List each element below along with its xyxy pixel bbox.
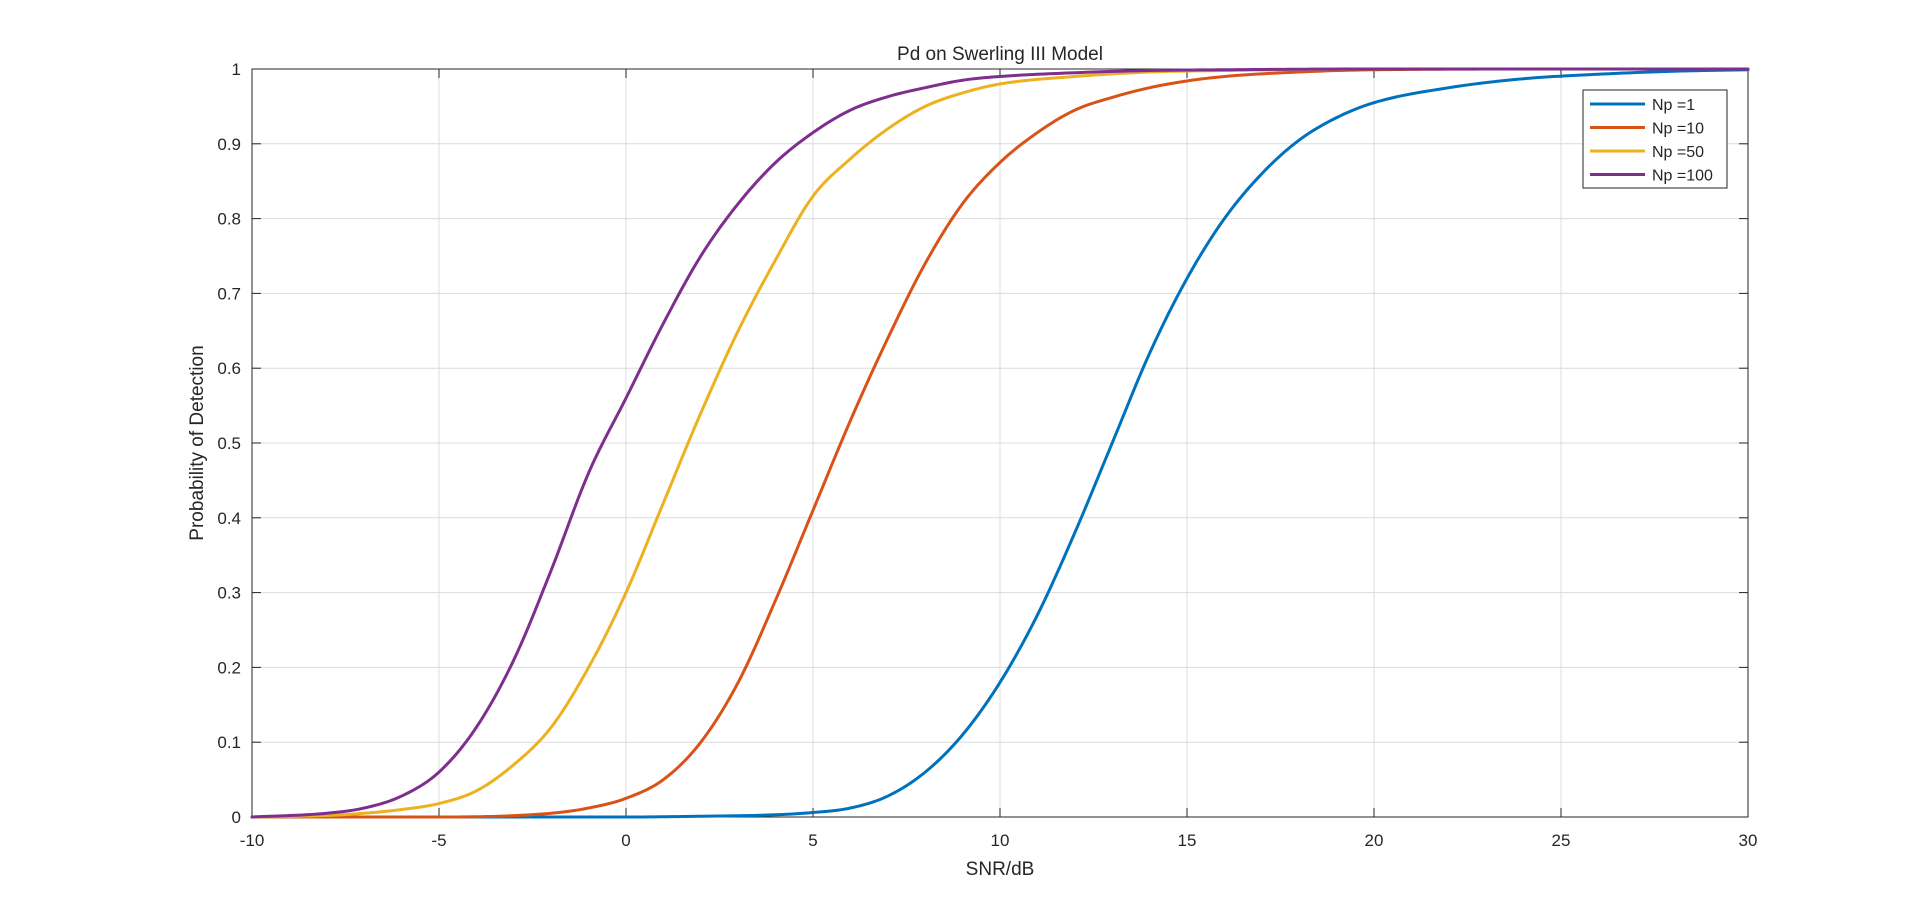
y-tick-label: 0.8 [217,210,241,229]
y-tick-label: 0.9 [217,135,241,154]
legend-label: Np =100 [1652,168,1713,185]
x-tick-label: -5 [431,831,446,850]
legend-label: Np =10 [1652,121,1704,138]
grid [251,68,1749,818]
series-lines [250,67,1750,819]
x-axis-label: SNR/dB [966,859,1035,880]
legend-box [1582,89,1728,189]
y-tick-label: 0.6 [217,359,241,378]
y-tick-label: 0.1 [217,733,241,752]
y-tick-label: 0.4 [217,509,241,528]
legend-label: Np =50 [1652,144,1704,161]
legend-label: Np =1 [1652,97,1695,114]
legend-items: Np =1 Np =10 Np =50 Np =100 [1590,97,1713,185]
x-tick-label: 5 [808,831,817,850]
chart-title: Pd on Swerling III Model [897,44,1103,65]
y-axis-label: Probability of Detection [187,345,208,540]
y-tick-label: 0.2 [217,658,241,677]
y-tick-label: 0.5 [217,434,241,453]
x-tick-label: 10 [991,831,1010,850]
x-tick-label: 25 [1552,831,1571,850]
legend: Np =1 Np =10 Np =50 Np =100 [1582,89,1728,189]
x-tick-label: -10 [240,831,265,850]
x-tick-label: 0 [621,831,630,850]
ticks [251,68,1749,818]
y-tick-label: 0.7 [217,284,241,303]
y-tick-label: 0 [232,808,241,827]
y-tick-label: 1 [232,60,241,79]
x-tick-labels: -10 -5 0 5 10 15 20 25 30 [240,831,1758,850]
y-tick-label: 0.3 [217,584,241,603]
series-line-4 [250,67,1750,819]
x-tick-label: 30 [1739,831,1758,850]
x-tick-label: 20 [1365,831,1384,850]
x-tick-label: 15 [1178,831,1197,850]
y-tick-labels: 0 0.1 0.2 0.3 0.4 0.5 0.6 0.7 0.8 0.9 1 [217,60,241,827]
